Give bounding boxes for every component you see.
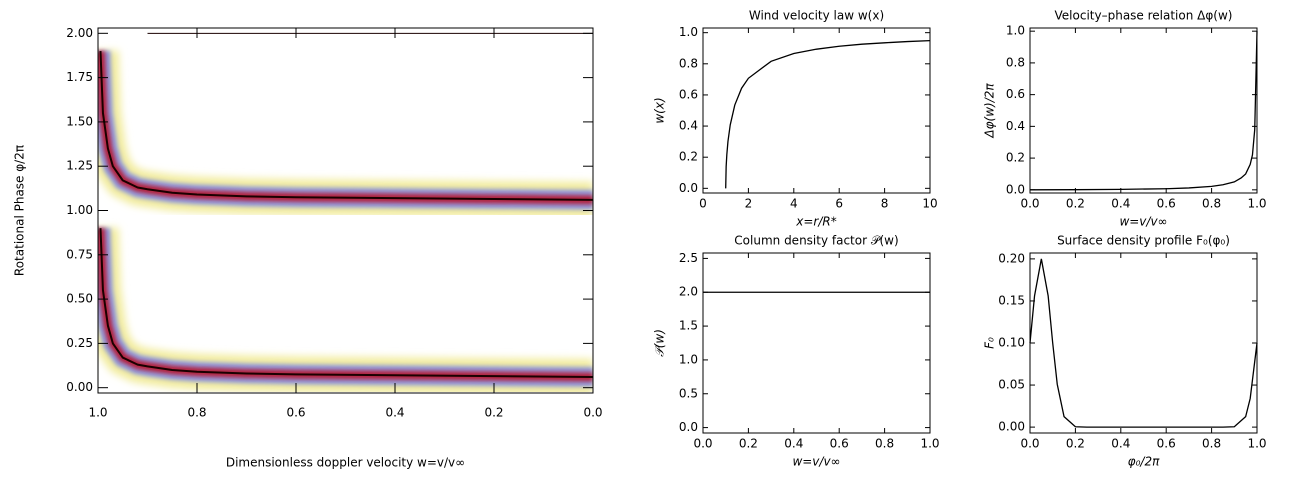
x-tick-label: 0.6 xyxy=(830,436,849,450)
y-tick-label: 0.50 xyxy=(66,292,93,306)
chart-title: Wind velocity law w(x) xyxy=(749,9,884,23)
chart-title: Surface density profile F₀(φ₀) xyxy=(1057,234,1230,248)
x-tick-label: 0.0 xyxy=(1020,436,1039,450)
y-tick-label: 0.0 xyxy=(679,420,698,434)
line xyxy=(1029,258,1258,428)
x-tick-label: 1.0 xyxy=(88,405,107,419)
plot-frame xyxy=(702,252,931,434)
y-tick-label: 0.05 xyxy=(998,378,1025,392)
x-tick-label: 4 xyxy=(790,196,798,210)
y-tick-label: 1.25 xyxy=(66,159,93,173)
x-tick-label: 0.0 xyxy=(583,405,602,419)
y-tick-label: 0.00 xyxy=(66,380,93,394)
panel: 0 2 4 6 8 10 0.0 0.2 0.4 0.6 0.8 1.0 Wind velocity l… xyxy=(653,9,938,229)
y-tick-label: 0.2 xyxy=(1006,151,1025,165)
x-tick-label: 0.4 xyxy=(1111,196,1130,210)
y-tick-label: 1.50 xyxy=(66,114,93,128)
plot-frame xyxy=(1029,27,1258,194)
panel: 0.0 0.2 0.4 0.6 0.8 1.0 0.0 0.2 0.4 0.6 0.8 1.0 Velo… xyxy=(983,9,1267,229)
x-tick-label: 0 xyxy=(699,196,707,210)
x-axis-label: w=v/v∞ xyxy=(792,455,840,469)
x-tick-label: 0.4 xyxy=(1111,436,1130,450)
x-tick-label: 0.4 xyxy=(784,436,803,450)
y-tick-label: 0.4 xyxy=(679,119,698,133)
y-tick-label: 0.8 xyxy=(1006,55,1025,69)
y-tick-label: 1.0 xyxy=(679,352,698,366)
y-tick-label: 0.6 xyxy=(679,87,698,101)
chart-title: Column density factor 𝒫(w) xyxy=(734,234,898,248)
x-tick-label: 1.0 xyxy=(1247,196,1266,210)
x-tick-label: 0.6 xyxy=(1157,196,1176,210)
x-tick-label: 0.8 xyxy=(1202,436,1221,450)
y-tick-label: 0.10 xyxy=(998,336,1025,350)
y-tick-label: 0.5 xyxy=(679,386,698,400)
y-tick-label: 0.0 xyxy=(1006,182,1025,196)
x-tick-label: 0.2 xyxy=(739,436,758,450)
y-tick-label: 2.00 xyxy=(66,26,93,40)
y-tick-label: 0.00 xyxy=(998,420,1025,434)
panel: 0.0 0.2 0.4 0.6 0.8 1.0 0.0 0.5 1.0 1.5 2.0 2.5 Colu… xyxy=(653,234,940,469)
x-tick-label: 0.8 xyxy=(187,405,206,419)
y-axis-label: Δφ(w)/2π xyxy=(983,83,997,139)
x-tick-label: 0.6 xyxy=(286,405,305,419)
panel: 0.0 0.2 0.4 0.6 0.8 1.0 0.00 0.05 0.10 0.15 0.20 Su… xyxy=(983,234,1267,469)
y-tick-label: 1.00 xyxy=(66,203,93,217)
x-tick-label: 8 xyxy=(881,196,889,210)
x-tick-label: 0.8 xyxy=(1202,196,1221,210)
spectral-band xyxy=(98,50,593,218)
spectral-band xyxy=(98,227,593,393)
plot-frame xyxy=(702,27,931,194)
y-tick-label: 0.8 xyxy=(679,56,698,70)
y-tick-label: 0.25 xyxy=(66,336,93,350)
y-tick-label: 0.15 xyxy=(998,293,1025,307)
y-axis-label: w(x) xyxy=(653,97,667,123)
x-axis-label: w=v/v∞ xyxy=(1119,215,1167,229)
x-tick-label: 0.4 xyxy=(385,405,404,419)
line xyxy=(1029,31,1258,191)
x-tick-label: 0.2 xyxy=(484,405,503,419)
x-tick-label: 10 xyxy=(922,196,937,210)
line xyxy=(725,39,931,189)
x-tick-label: 2 xyxy=(745,196,753,210)
y-tick-label: 1.75 xyxy=(66,70,93,84)
x-tick-label: 0.2 xyxy=(1066,196,1085,210)
y-tick-label: 0.75 xyxy=(66,247,93,261)
x-tick-label: 0.0 xyxy=(1020,196,1039,210)
y-tick-label: 0.4 xyxy=(1006,119,1025,133)
y-tick-label: 0.0 xyxy=(679,181,698,195)
y-tick-label: 1.5 xyxy=(679,319,698,333)
x-tick-label: 0.2 xyxy=(1066,436,1085,450)
y-tick-label: 2.0 xyxy=(679,285,698,299)
x-tick-label: 0.6 xyxy=(1157,436,1176,450)
spectral-band xyxy=(99,228,593,379)
y-axis-label: Rotational Phase φ/2π xyxy=(13,145,27,276)
x-axis-label: Dimensionless doppler velocity w=v/v∞ xyxy=(226,456,465,470)
spectral-band xyxy=(99,50,593,201)
panel: 1.0 0.8 0.6 0.4 0.2 0.0 0.00 0.25 0.50 0.75 1.00 1.… xyxy=(13,26,603,470)
y-tick-label: 0.6 xyxy=(1006,87,1025,101)
y-tick-label: 0.20 xyxy=(998,251,1025,265)
y-axis-label: F₀ xyxy=(983,337,997,349)
y-tick-label: 2.5 xyxy=(679,251,698,265)
chart-title: Velocity–phase relation Δφ(w) xyxy=(1055,9,1233,23)
x-tick-label: 1.0 xyxy=(1247,436,1266,450)
x-axis-label: x=r/R* xyxy=(795,215,836,229)
plot-frame xyxy=(1029,252,1258,434)
y-tick-label: 1.0 xyxy=(1006,24,1025,38)
x-tick-label: 0.8 xyxy=(875,436,894,450)
y-tick-label: 0.2 xyxy=(679,150,698,164)
x-tick-label: 6 xyxy=(835,196,843,210)
x-tick-label: 1.0 xyxy=(920,436,939,450)
y-axis-label: 𝒫(w) xyxy=(653,329,667,357)
x-tick-label: 0.0 xyxy=(693,436,712,450)
x-axis-label: φ₀/2π xyxy=(1128,455,1160,469)
y-tick-label: 1.0 xyxy=(679,25,698,39)
spectrum-image xyxy=(98,28,593,393)
